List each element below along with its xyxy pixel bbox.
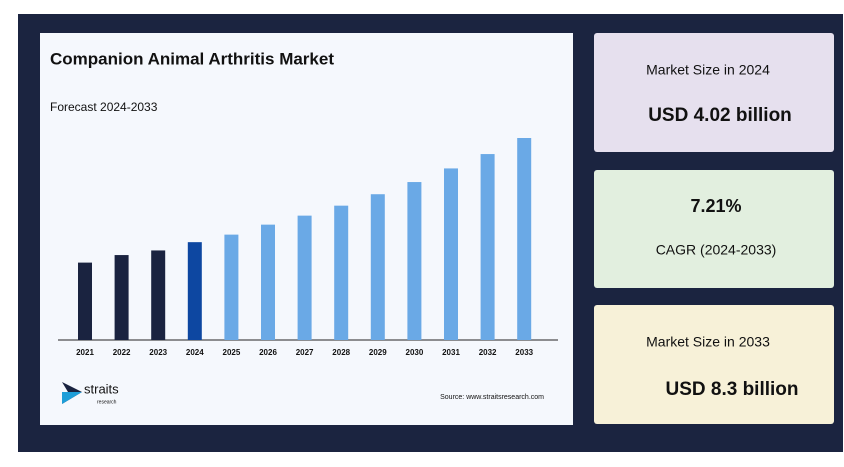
bar (444, 168, 458, 340)
x-tick-label: 2024 (186, 348, 204, 357)
bar (114, 255, 129, 340)
stat-card (594, 305, 834, 424)
stat-value: 7.21% (690, 196, 741, 216)
bar (517, 138, 532, 340)
bar (151, 250, 166, 340)
x-tick-label: 2029 (369, 348, 387, 357)
x-tick-label: 2023 (149, 348, 167, 357)
x-tick-label: 2033 (515, 348, 533, 357)
bar (480, 154, 495, 340)
x-tick-label: 2025 (223, 348, 241, 357)
x-tick-label: 2030 (406, 348, 424, 357)
stat-value: USD 4.02 billion (648, 105, 792, 126)
source-note: Source: www.straitsresearch.com (440, 394, 544, 401)
stat-card (594, 33, 834, 152)
x-tick-label: 2027 (296, 348, 314, 357)
bar (334, 205, 349, 340)
bar (78, 262, 92, 340)
bar (224, 234, 239, 340)
logo-name: straits (84, 381, 119, 396)
chart-subtitle: Forecast 2024-2033 (50, 100, 158, 114)
stat-value: USD 8.3 billion (665, 379, 798, 400)
x-tick-label: 2021 (76, 348, 94, 357)
stat-card (594, 170, 834, 288)
x-tick-label: 2028 (332, 348, 350, 357)
logo-sub: research (97, 399, 117, 405)
x-tick-label: 2026 (259, 348, 277, 357)
bar (370, 194, 385, 340)
x-tick-label: 2022 (113, 348, 131, 357)
bar (407, 182, 422, 340)
x-tick-label: 2031 (442, 348, 460, 357)
bar (297, 215, 312, 340)
logo-icon-accent (62, 392, 82, 404)
bar (187, 242, 202, 340)
stat-label: Market Size in 2024 (646, 62, 770, 78)
x-tick-label: 2032 (479, 348, 497, 357)
bar (261, 224, 275, 340)
stat-label: Market Size in 2033 (646, 334, 770, 350)
chart-title: Companion Animal Arthritis Market (50, 49, 334, 68)
stat-label: CAGR (2024-2033) (656, 242, 777, 258)
